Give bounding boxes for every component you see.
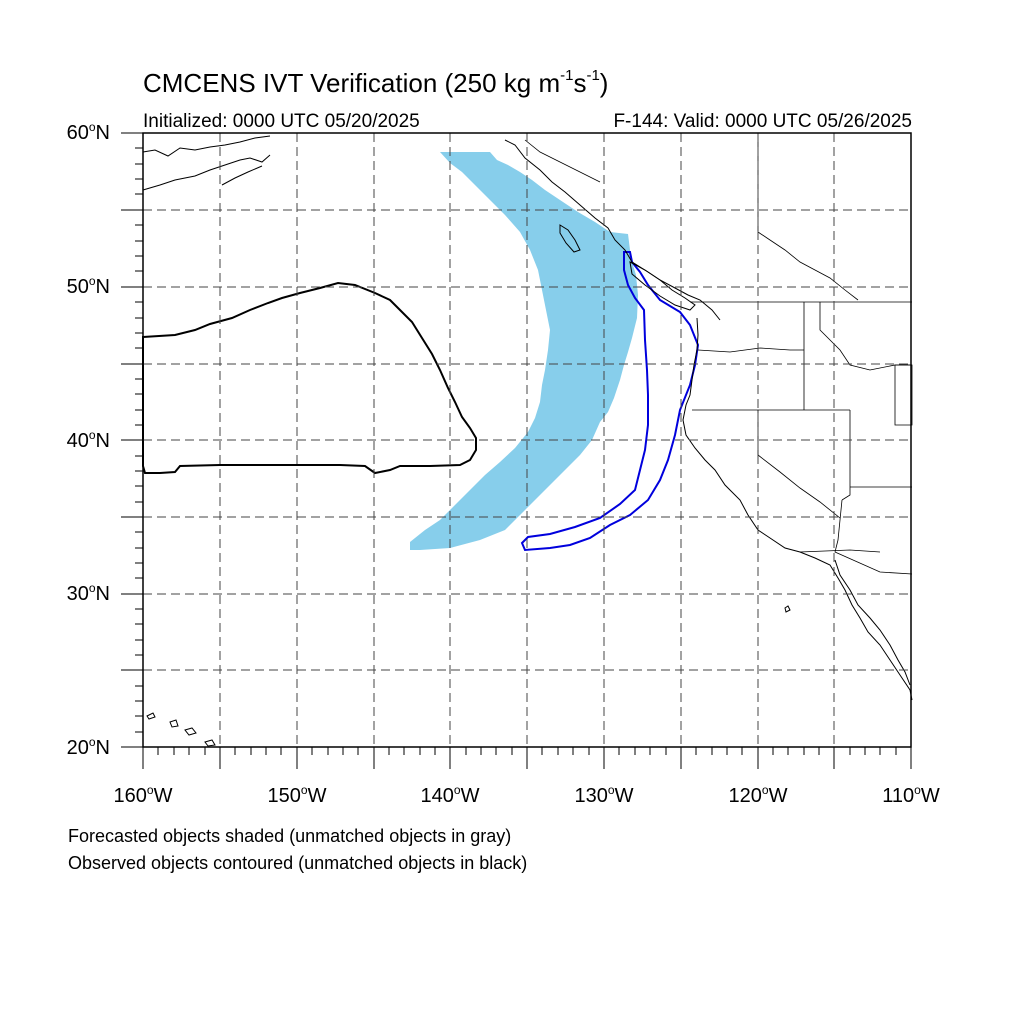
coastline-hawaii bbox=[146, 712, 216, 747]
lat-label-20: 20oN bbox=[66, 735, 110, 759]
coastline-guadalupe bbox=[784, 605, 791, 613]
lon-label-120: 120oW bbox=[728, 783, 788, 807]
border-nv-ut bbox=[841, 410, 912, 501]
border-alaska-canada bbox=[524, 139, 601, 183]
forecast-object bbox=[410, 152, 638, 550]
observed-unmatched-object bbox=[142, 281, 477, 475]
tick-marks bbox=[121, 132, 912, 769]
lat-label-40: 40oN bbox=[66, 428, 110, 452]
border-bc-alberta bbox=[757, 135, 859, 301]
border-wa-or bbox=[697, 347, 804, 353]
border-id-east bbox=[803, 302, 912, 410]
lon-label-160: 160oW bbox=[113, 783, 173, 807]
observed-matched-object bbox=[520, 251, 700, 552]
coastline-us-west bbox=[682, 317, 913, 701]
border-ca-nv bbox=[757, 410, 841, 519]
coastline-bc bbox=[504, 139, 721, 321]
border-az bbox=[834, 499, 913, 575]
legend-forecast-note: Forecasted objects shaded (unmatched obj… bbox=[68, 826, 512, 846]
lat-label-60: 60oN bbox=[66, 120, 110, 144]
plot-title: CMCENS IVT Verification (250 kg m-1s-1) bbox=[143, 67, 609, 98]
valid-time: F-144: Valid: 0000 UTC 05/26/2025 bbox=[613, 111, 912, 132]
legend-observed-note: Observed objects contoured (unmatched ob… bbox=[68, 853, 528, 873]
lon-label-110: 110oW bbox=[882, 783, 940, 807]
grid-lines bbox=[143, 133, 911, 747]
lat-label-50: 50oN bbox=[66, 274, 110, 298]
border-us-mexico bbox=[799, 549, 881, 553]
border-box-east bbox=[894, 364, 913, 426]
lat-label-30: 30oN bbox=[66, 581, 110, 605]
lon-label-150: 150oW bbox=[267, 783, 327, 807]
lon-label-130: 130oW bbox=[574, 783, 634, 807]
init-time: Initialized: 0000 UTC 05/20/2025 bbox=[143, 111, 420, 132]
coastline-alaska bbox=[142, 135, 271, 191]
coastline-baja bbox=[834, 559, 911, 686]
coastline-haida-gwaii bbox=[559, 224, 581, 253]
coastline-vancouver-island bbox=[629, 261, 696, 311]
lon-label-140: 140oW bbox=[420, 783, 480, 807]
